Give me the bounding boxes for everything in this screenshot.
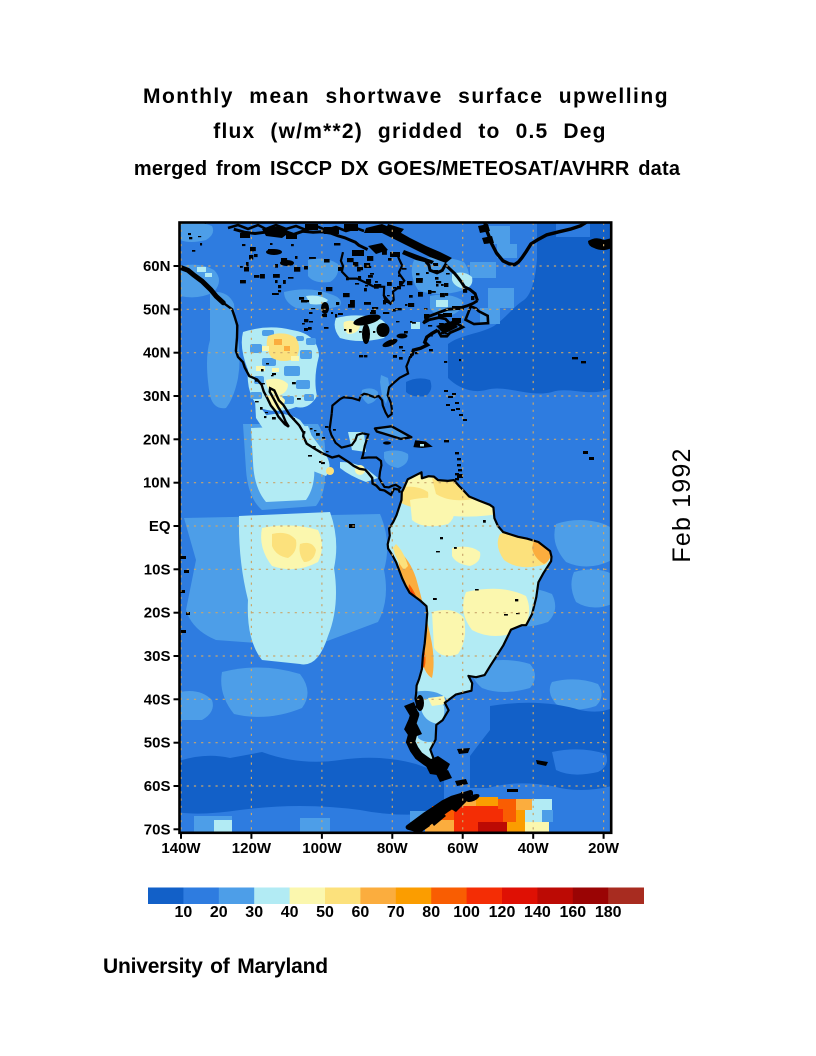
svg-text:120W: 120W (232, 840, 272, 857)
svg-text:50N: 50N (143, 301, 171, 318)
svg-text:60W: 60W (447, 840, 479, 857)
svg-text:EQ: EQ (149, 518, 171, 535)
svg-text:40S: 40S (144, 691, 171, 708)
svg-text:20N: 20N (143, 431, 171, 448)
svg-text:20: 20 (210, 904, 228, 921)
svg-text:60N: 60N (143, 258, 171, 275)
svg-text:160: 160 (559, 904, 586, 921)
svg-text:merged from ISCCP DX GOES/METE: merged from ISCCP DX GOES/METEOSAT/AVHRR… (134, 158, 681, 180)
svg-text:140W: 140W (161, 840, 201, 857)
svg-text:50S: 50S (144, 735, 171, 752)
svg-text:20S: 20S (144, 605, 171, 622)
svg-text:flux (w/m**2) gridded to 0.5 D: flux (w/m**2) gridded to 0.5 Deg (213, 120, 606, 143)
svg-text:60: 60 (352, 904, 370, 921)
svg-text:10S: 10S (144, 561, 171, 578)
svg-text:10: 10 (175, 904, 193, 921)
svg-text:Feb 1992: Feb 1992 (668, 447, 696, 562)
svg-text:80W: 80W (377, 840, 409, 857)
svg-text:60S: 60S (144, 778, 171, 795)
svg-text:10N: 10N (143, 475, 171, 492)
svg-text:80: 80 (422, 904, 440, 921)
svg-text:30N: 30N (143, 388, 171, 405)
svg-text:70S: 70S (144, 821, 171, 838)
svg-text:140: 140 (524, 904, 551, 921)
svg-text:40: 40 (281, 904, 299, 921)
svg-text:50: 50 (316, 904, 334, 921)
svg-text:University of Maryland: University of Maryland (103, 955, 328, 978)
svg-text:100: 100 (453, 904, 480, 921)
svg-text:40W: 40W (518, 840, 550, 857)
svg-text:20W: 20W (588, 840, 620, 857)
svg-text:Monthly mean shortwave surface: Monthly mean shortwave surface upwelling (143, 85, 669, 108)
svg-text:100W: 100W (302, 840, 342, 857)
svg-text:40N: 40N (143, 345, 171, 362)
svg-text:30S: 30S (144, 648, 171, 665)
svg-text:120: 120 (489, 904, 516, 921)
svg-text:180: 180 (595, 904, 622, 921)
svg-text:70: 70 (387, 904, 405, 921)
svg-text:30: 30 (245, 904, 263, 921)
